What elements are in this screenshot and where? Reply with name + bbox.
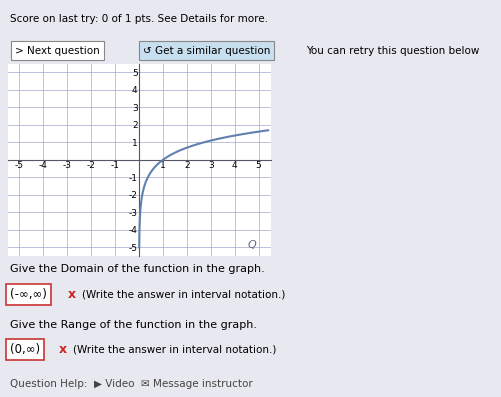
Text: x: x [59,343,67,356]
Text: Q: Q [248,240,257,250]
Text: Question Help:  ▶ Video  ✉ Message instructor: Question Help: ▶ Video ✉ Message instruc… [10,379,253,389]
Text: You can retry this question below: You can retry this question below [306,46,479,56]
Text: Give the Domain of the function in the graph.: Give the Domain of the function in the g… [10,264,265,274]
Text: ↺ Get a similar question: ↺ Get a similar question [143,46,270,56]
Text: > Next question: > Next question [15,46,100,56]
Text: Give the Range of the function in the graph.: Give the Range of the function in the gr… [10,320,257,330]
Text: (Write the answer in interval notation.): (Write the answer in interval notation.) [73,345,276,355]
Text: Score on last try: 0 of 1 pts. See Details for more.: Score on last try: 0 of 1 pts. See Detai… [10,14,268,24]
Text: (0,∞): (0,∞) [10,343,40,356]
Text: (-∞,∞): (-∞,∞) [10,288,47,301]
Text: x: x [67,288,76,301]
Text: (Write the answer in interval notation.): (Write the answer in interval notation.) [82,289,285,299]
